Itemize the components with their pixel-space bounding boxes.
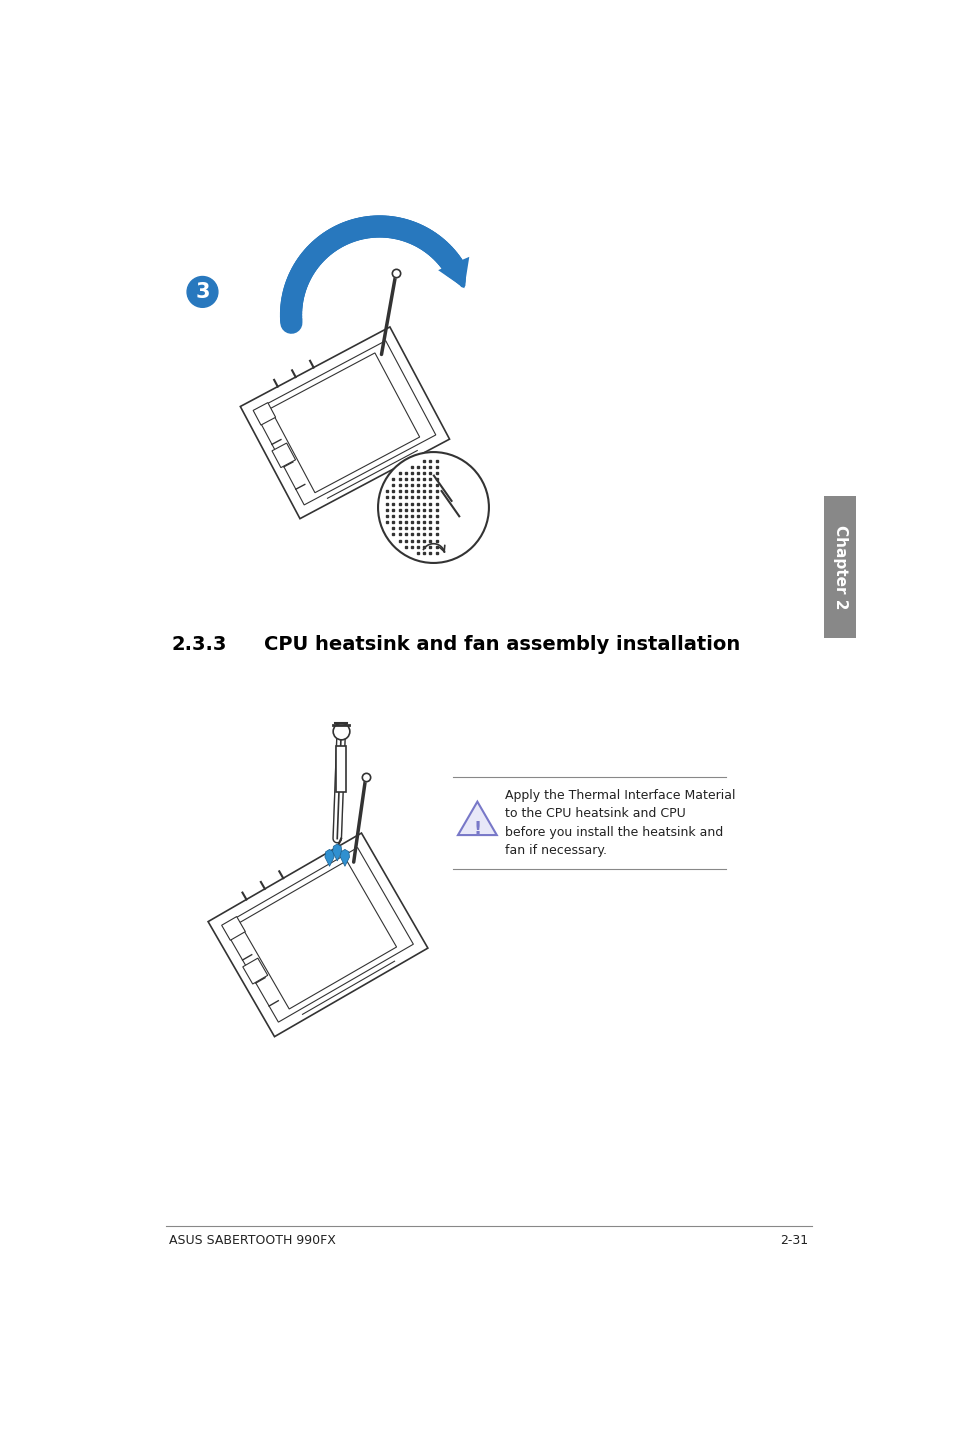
Text: 3: 3 <box>195 282 210 302</box>
Text: Apply the Thermal Interface Material: Apply the Thermal Interface Material <box>504 788 735 801</box>
Polygon shape <box>272 443 295 467</box>
Text: Chapter 2: Chapter 2 <box>832 525 846 610</box>
Polygon shape <box>242 958 268 984</box>
Polygon shape <box>239 861 396 1009</box>
Text: fan if necessary.: fan if necessary. <box>504 844 606 857</box>
Text: ASUS SABERTOOTH 990FX: ASUS SABERTOOTH 990FX <box>170 1234 335 1247</box>
Polygon shape <box>325 850 334 866</box>
Polygon shape <box>335 746 346 792</box>
Circle shape <box>377 452 488 562</box>
Text: CPU heatsink and fan assembly installation: CPU heatsink and fan assembly installati… <box>264 634 740 653</box>
Text: to the CPU heatsink and CPU: to the CPU heatsink and CPU <box>504 807 685 820</box>
Text: before you install the heatsink and: before you install the heatsink and <box>504 825 722 838</box>
Polygon shape <box>340 850 349 866</box>
Polygon shape <box>221 916 245 940</box>
Polygon shape <box>208 833 428 1037</box>
Polygon shape <box>823 496 856 638</box>
Text: 2.3.3: 2.3.3 <box>172 634 227 653</box>
Polygon shape <box>240 326 449 519</box>
Text: !: ! <box>473 820 481 838</box>
Text: 2-31: 2-31 <box>780 1234 807 1247</box>
Polygon shape <box>437 257 469 288</box>
Polygon shape <box>333 844 341 861</box>
Polygon shape <box>253 403 275 426</box>
Polygon shape <box>457 801 497 835</box>
Polygon shape <box>270 352 419 493</box>
Circle shape <box>187 276 217 308</box>
